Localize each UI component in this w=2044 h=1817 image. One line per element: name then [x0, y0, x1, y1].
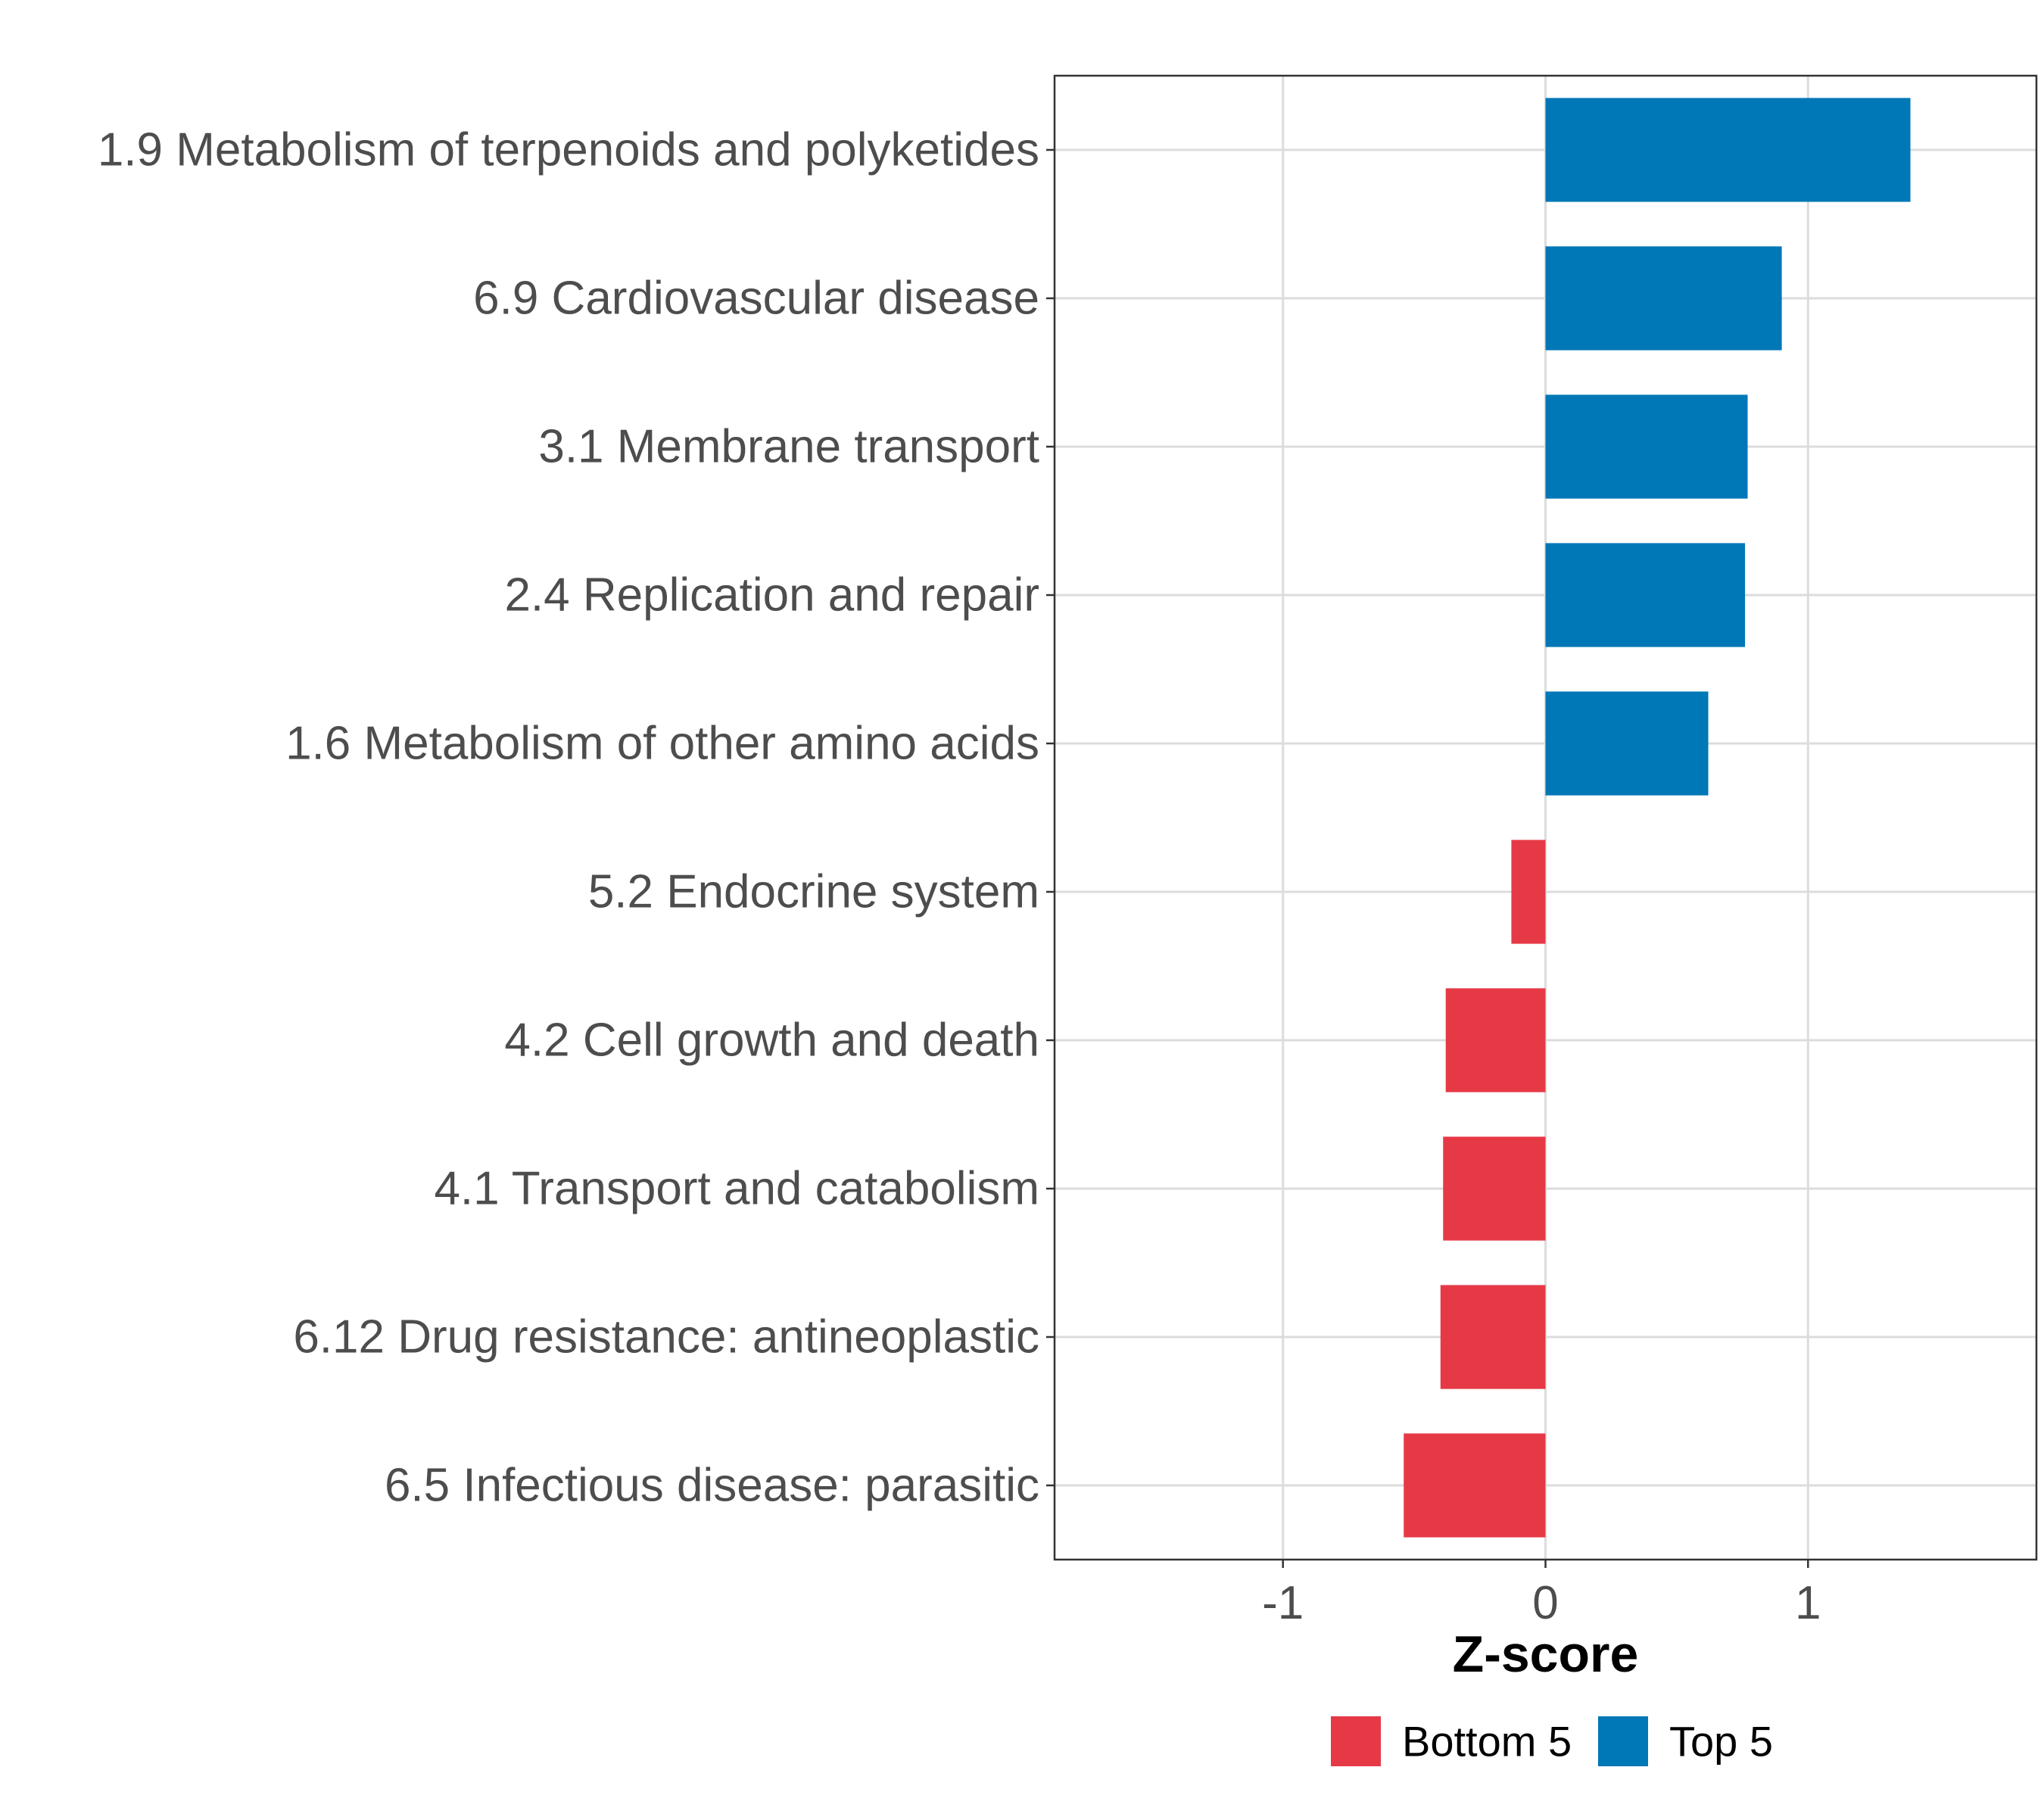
category-label: 1.9 Metabolism of terpenoids and polyket…: [98, 124, 1039, 176]
y-axis-labels: 1.9 Metabolism of terpenoids and polyket…: [98, 124, 1039, 1512]
category-label: 6.5 Infectious disease: parasitic: [385, 1460, 1039, 1512]
y-axis-ticks: [1046, 148, 1055, 1487]
bar: [1445, 988, 1546, 1092]
legend-swatch: [1331, 1716, 1381, 1766]
category-label: 2.4 Replication and repair: [504, 569, 1039, 622]
bar: [1545, 691, 1709, 796]
legend-swatch: [1598, 1716, 1648, 1766]
bar: [1511, 840, 1546, 944]
legend-label: Bottom 5: [1402, 1718, 1572, 1766]
bar: [1545, 543, 1746, 647]
x-tick-label: 0: [1532, 1577, 1558, 1629]
bars: [1404, 98, 1911, 1538]
category-label: 6.9 Cardiovascular disease: [473, 273, 1039, 325]
bar: [1545, 246, 1782, 351]
legend: Bottom 5 Top 5: [1331, 1716, 1773, 1766]
category-label: 4.2 Cell growth and death: [504, 1014, 1039, 1067]
legend-label: Top 5: [1669, 1718, 1773, 1766]
bar: [1443, 1136, 1546, 1241]
bar: [1545, 98, 1911, 202]
bar: [1440, 1285, 1546, 1389]
x-tick-label: -1: [1262, 1577, 1304, 1629]
bar: [1545, 394, 1748, 499]
category-label: 5.2 Endocrine system: [588, 866, 1039, 918]
x-tick-label: 1: [1795, 1577, 1821, 1629]
category-label: 6.12 Drug resistance: antineoplastic: [293, 1311, 1039, 1364]
bar: [1404, 1433, 1546, 1538]
x-axis-title: Z-score: [1453, 1625, 1639, 1683]
category-label: 1.6 Metabolism of other amino acids: [285, 718, 1039, 770]
category-label: 3.1 Membrane transport: [538, 421, 1039, 473]
x-axis-ticks: -1 0 1: [1262, 1560, 1821, 1629]
category-label: 4.1 Transport and catabolism: [434, 1163, 1039, 1215]
